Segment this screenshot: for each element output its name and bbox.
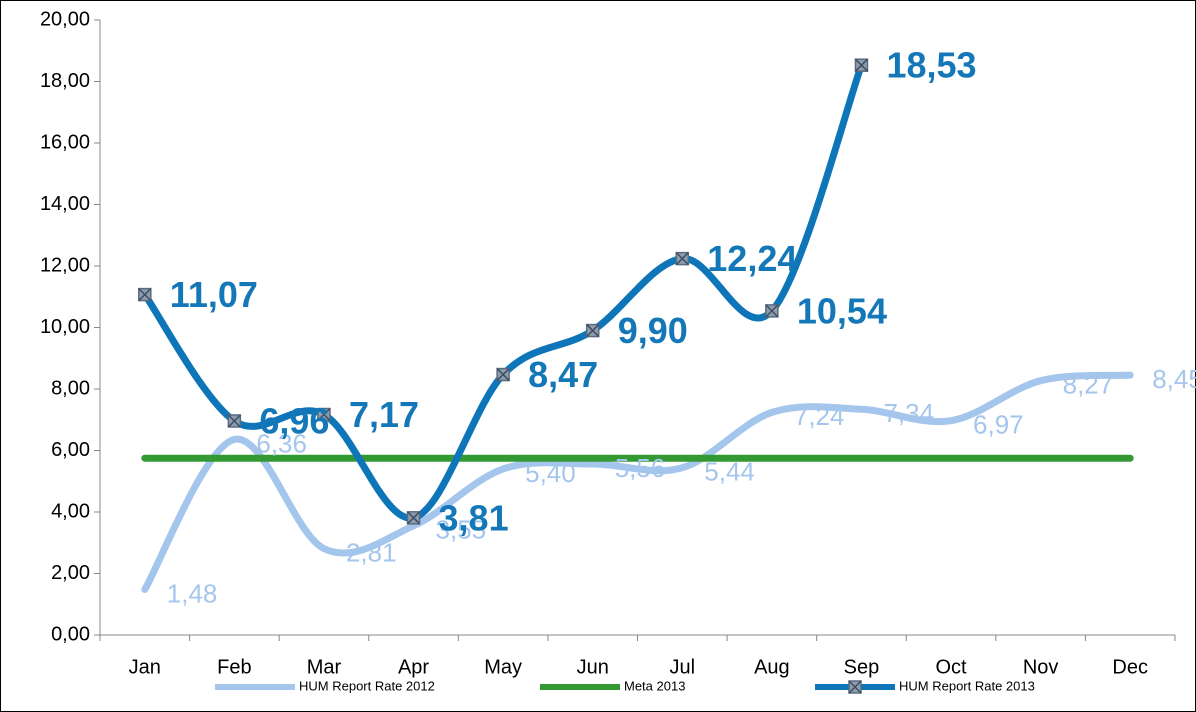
point-marker <box>765 304 779 318</box>
data-label: 8,27 <box>1063 370 1114 400</box>
x-tick-label: Mar <box>307 656 342 678</box>
x-tick-label: May <box>484 656 522 678</box>
y-tick-label: 18,00 <box>40 70 90 92</box>
marker-cross <box>675 252 689 266</box>
x-tick-label: Jul <box>670 656 696 678</box>
y-tick-label: 14,00 <box>40 193 90 215</box>
point-marker <box>848 680 862 694</box>
point-marker <box>585 323 600 338</box>
series-line <box>141 371 1134 593</box>
series <box>138 58 869 525</box>
data-label: 3,81 <box>439 497 509 538</box>
data-label: 6,96 <box>259 400 329 441</box>
marker-cross <box>848 680 862 694</box>
y-tick-label: 0,00 <box>51 623 90 645</box>
y-tick-label: 12,00 <box>40 254 90 276</box>
marker-cross <box>496 368 510 382</box>
data-label: 2,81 <box>346 537 397 567</box>
legend-label: Meta 2013 <box>624 678 685 693</box>
data-label: 8,47 <box>528 354 598 395</box>
x-tick-label: Feb <box>217 656 251 678</box>
data-label: 12,24 <box>707 238 797 279</box>
legend-label: HUM Report Rate 2012 <box>299 678 435 693</box>
data-label: 18,53 <box>886 45 976 86</box>
point-marker <box>138 287 152 302</box>
data-label: 5,56 <box>615 453 666 483</box>
point-marker <box>854 58 869 72</box>
x-tick-label: Apr <box>398 656 429 678</box>
point-marker <box>406 511 421 525</box>
y-tick-label: 8,00 <box>51 377 90 399</box>
marker-cross <box>854 58 868 72</box>
y-tick-label: 4,00 <box>51 500 90 522</box>
data-label: 7,17 <box>349 394 419 435</box>
x-tick-label: Oct <box>935 656 967 678</box>
data-label: 9,90 <box>618 310 688 351</box>
x-tick-label: Nov <box>1023 656 1059 678</box>
data-label: 1,48 <box>167 578 218 608</box>
series <box>141 371 1134 593</box>
y-tick-label: 16,00 <box>40 131 90 153</box>
point-marker <box>227 414 242 428</box>
data-label: 5,40 <box>525 458 576 488</box>
marker-cross <box>227 414 241 428</box>
x-tick-label: Jan <box>129 656 161 678</box>
marker-cross <box>317 407 331 422</box>
y-tick-label: 6,00 <box>51 439 90 461</box>
data-label: 11,07 <box>170 274 258 315</box>
data-label: 5,44 <box>704 457 755 487</box>
point-marker <box>317 407 331 422</box>
y-tick-label: 10,00 <box>40 316 90 338</box>
y-tick-label: 20,00 <box>40 8 90 30</box>
x-tick-label: Sep <box>844 656 880 678</box>
marker-cross <box>765 304 779 318</box>
data-label: 8,45 <box>1152 364 1196 394</box>
data-label: 7,24 <box>794 401 845 431</box>
data-label: 7,34 <box>883 398 934 428</box>
point-marker <box>496 367 510 382</box>
data-label: 6,36 <box>256 428 307 458</box>
data-label: 6,97 <box>973 410 1024 440</box>
marker-cross <box>586 324 600 338</box>
marker-cross <box>138 288 152 302</box>
marker-cross <box>407 511 421 525</box>
x-tick-label: Aug <box>754 656 790 678</box>
legend-label: HUM Report Rate 2013 <box>899 678 1035 693</box>
data-label: 10,54 <box>797 290 887 331</box>
point-marker <box>675 251 690 266</box>
x-tick-label: Jun <box>577 656 609 678</box>
data-label: 3,55 <box>436 515 487 545</box>
x-tick-label: Dec <box>1112 656 1148 678</box>
y-tick-label: 2,00 <box>51 562 90 584</box>
